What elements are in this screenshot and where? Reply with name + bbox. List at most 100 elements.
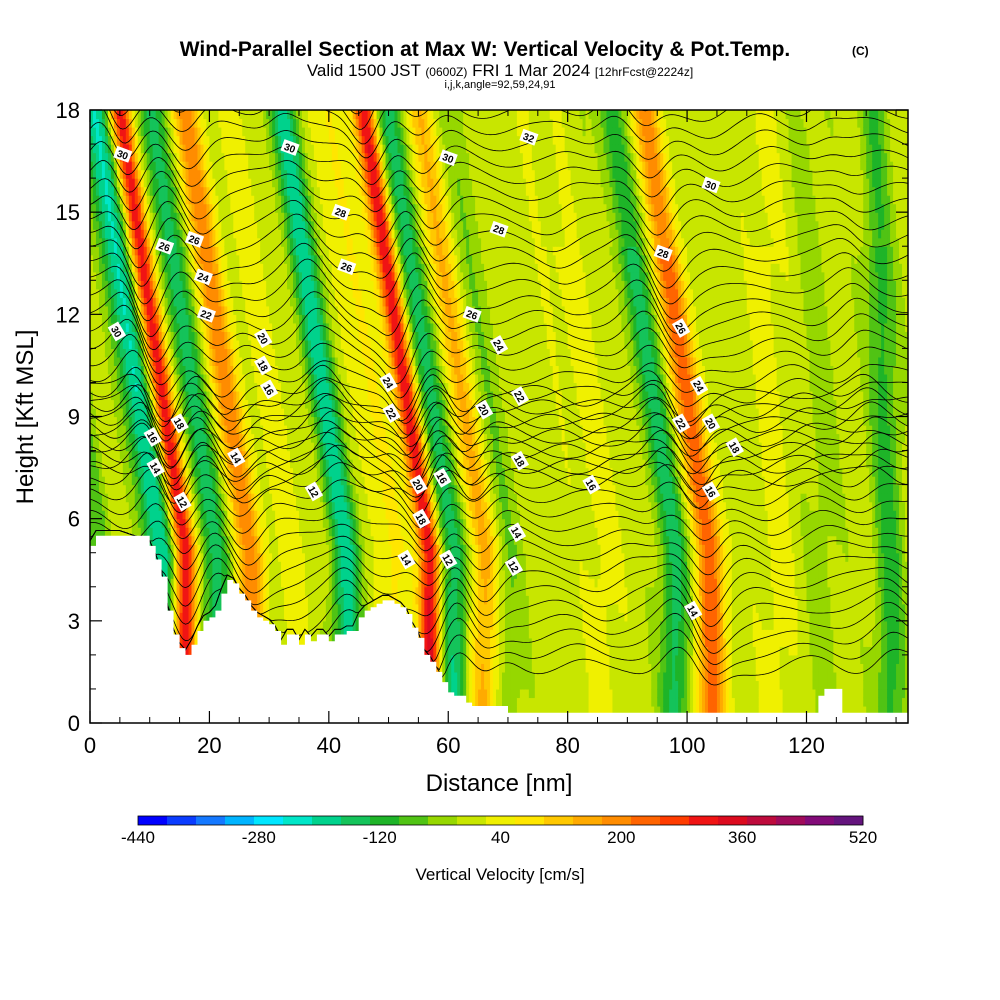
velocity-cell bbox=[104, 425, 109, 435]
velocity-cell bbox=[137, 382, 142, 392]
velocity-cell bbox=[119, 356, 124, 367]
velocity-cell bbox=[137, 161, 142, 171]
velocity-cell bbox=[128, 527, 133, 537]
chart-title: Wind-Parallel Section at Max W: Vertical… bbox=[180, 38, 791, 61]
velocity-cell bbox=[128, 382, 133, 392]
velocity-cell bbox=[134, 271, 139, 281]
velocity-cell bbox=[143, 229, 148, 239]
velocity-cell bbox=[107, 237, 112, 247]
velocity-cell bbox=[104, 527, 109, 537]
velocity-cell bbox=[140, 442, 145, 452]
velocity-cell bbox=[98, 186, 103, 196]
velocity-cell bbox=[107, 484, 112, 494]
velocity-cell bbox=[101, 254, 106, 264]
velocity-cell bbox=[134, 425, 139, 435]
velocity-cell bbox=[131, 254, 136, 264]
velocity-cell bbox=[101, 425, 106, 435]
velocity-cell bbox=[137, 288, 142, 298]
velocity-cell bbox=[104, 212, 109, 222]
velocity-cell bbox=[143, 118, 148, 128]
velocity-cell bbox=[137, 348, 142, 358]
velocity-cell bbox=[101, 229, 106, 239]
velocity-cell bbox=[98, 518, 103, 528]
velocity-cell bbox=[90, 254, 94, 264]
velocity-cell bbox=[119, 186, 124, 196]
velocity-cell bbox=[128, 212, 133, 222]
velocity-cell bbox=[125, 246, 130, 256]
velocity-cell bbox=[92, 305, 97, 315]
velocity-cell bbox=[119, 263, 124, 273]
velocity-cell bbox=[98, 501, 103, 511]
velocity-cell bbox=[128, 161, 133, 171]
velocity-cell bbox=[107, 203, 112, 213]
velocity-cell bbox=[116, 501, 121, 511]
velocity-cell bbox=[143, 339, 148, 349]
velocity-cell bbox=[134, 527, 139, 537]
velocity-cell bbox=[128, 127, 133, 137]
velocity-cell bbox=[143, 322, 148, 332]
velocity-cell bbox=[128, 195, 133, 205]
velocity-cell bbox=[125, 365, 130, 375]
velocity-cell bbox=[122, 373, 127, 384]
velocity-cell bbox=[143, 263, 148, 273]
velocity-cell bbox=[140, 229, 145, 239]
velocity-cell bbox=[134, 254, 139, 264]
velocity-cell bbox=[107, 518, 112, 528]
velocity-cell bbox=[131, 442, 136, 452]
velocity-cell bbox=[92, 459, 97, 469]
velocity-cell bbox=[104, 459, 109, 469]
velocity-cell bbox=[95, 212, 100, 222]
velocity-cell bbox=[98, 425, 103, 435]
velocity-cell bbox=[101, 314, 106, 324]
velocity-cell bbox=[107, 314, 112, 324]
velocity-cell bbox=[131, 399, 136, 409]
velocity-cell bbox=[95, 152, 100, 162]
velocity-cell bbox=[104, 288, 109, 298]
velocity-cell bbox=[146, 518, 151, 528]
velocity-cell bbox=[98, 382, 103, 392]
velocity-cell bbox=[125, 331, 130, 341]
velocity-cell bbox=[140, 212, 145, 222]
velocity-cell bbox=[131, 280, 136, 290]
velocity-cell bbox=[125, 135, 130, 145]
velocity-cell bbox=[104, 305, 109, 315]
velocity-cell bbox=[128, 407, 133, 418]
velocity-cell bbox=[119, 527, 124, 537]
velocity-cell bbox=[137, 356, 142, 367]
velocity-cell bbox=[116, 407, 121, 418]
velocity-cell bbox=[98, 305, 103, 315]
velocity-cell bbox=[137, 493, 142, 503]
velocity-cell bbox=[128, 246, 133, 256]
velocity-cell bbox=[134, 152, 139, 162]
velocity-cell bbox=[101, 195, 106, 205]
velocity-cell bbox=[125, 237, 130, 247]
velocity-cell bbox=[98, 390, 103, 401]
velocity-cell bbox=[119, 314, 124, 324]
velocity-cell bbox=[128, 314, 133, 324]
velocity-cell bbox=[92, 169, 97, 179]
velocity-cell bbox=[113, 442, 118, 452]
velocity-cell bbox=[101, 118, 106, 128]
velocity-cell bbox=[110, 459, 115, 469]
velocity-cell bbox=[140, 484, 145, 494]
velocity-cell bbox=[107, 493, 112, 503]
velocity-cell bbox=[90, 527, 94, 537]
velocity-cell bbox=[134, 212, 139, 222]
velocity-cell bbox=[98, 314, 103, 324]
velocity-cell bbox=[140, 425, 145, 435]
velocity-cell bbox=[140, 467, 145, 477]
velocity-cell bbox=[90, 161, 94, 171]
velocity-cell bbox=[131, 416, 136, 426]
velocity-cell bbox=[116, 280, 121, 290]
velocity-cell bbox=[104, 169, 109, 179]
velocity-cell bbox=[95, 365, 100, 375]
velocity-cell bbox=[98, 203, 103, 213]
velocity-cell bbox=[95, 390, 100, 401]
velocity-cell bbox=[98, 373, 103, 384]
velocity-cell bbox=[113, 348, 118, 358]
velocity-cell bbox=[90, 356, 94, 367]
velocity-cell bbox=[101, 246, 106, 256]
velocity-cell bbox=[137, 442, 142, 452]
velocity-cell bbox=[90, 169, 94, 179]
velocity-cell bbox=[104, 348, 109, 358]
